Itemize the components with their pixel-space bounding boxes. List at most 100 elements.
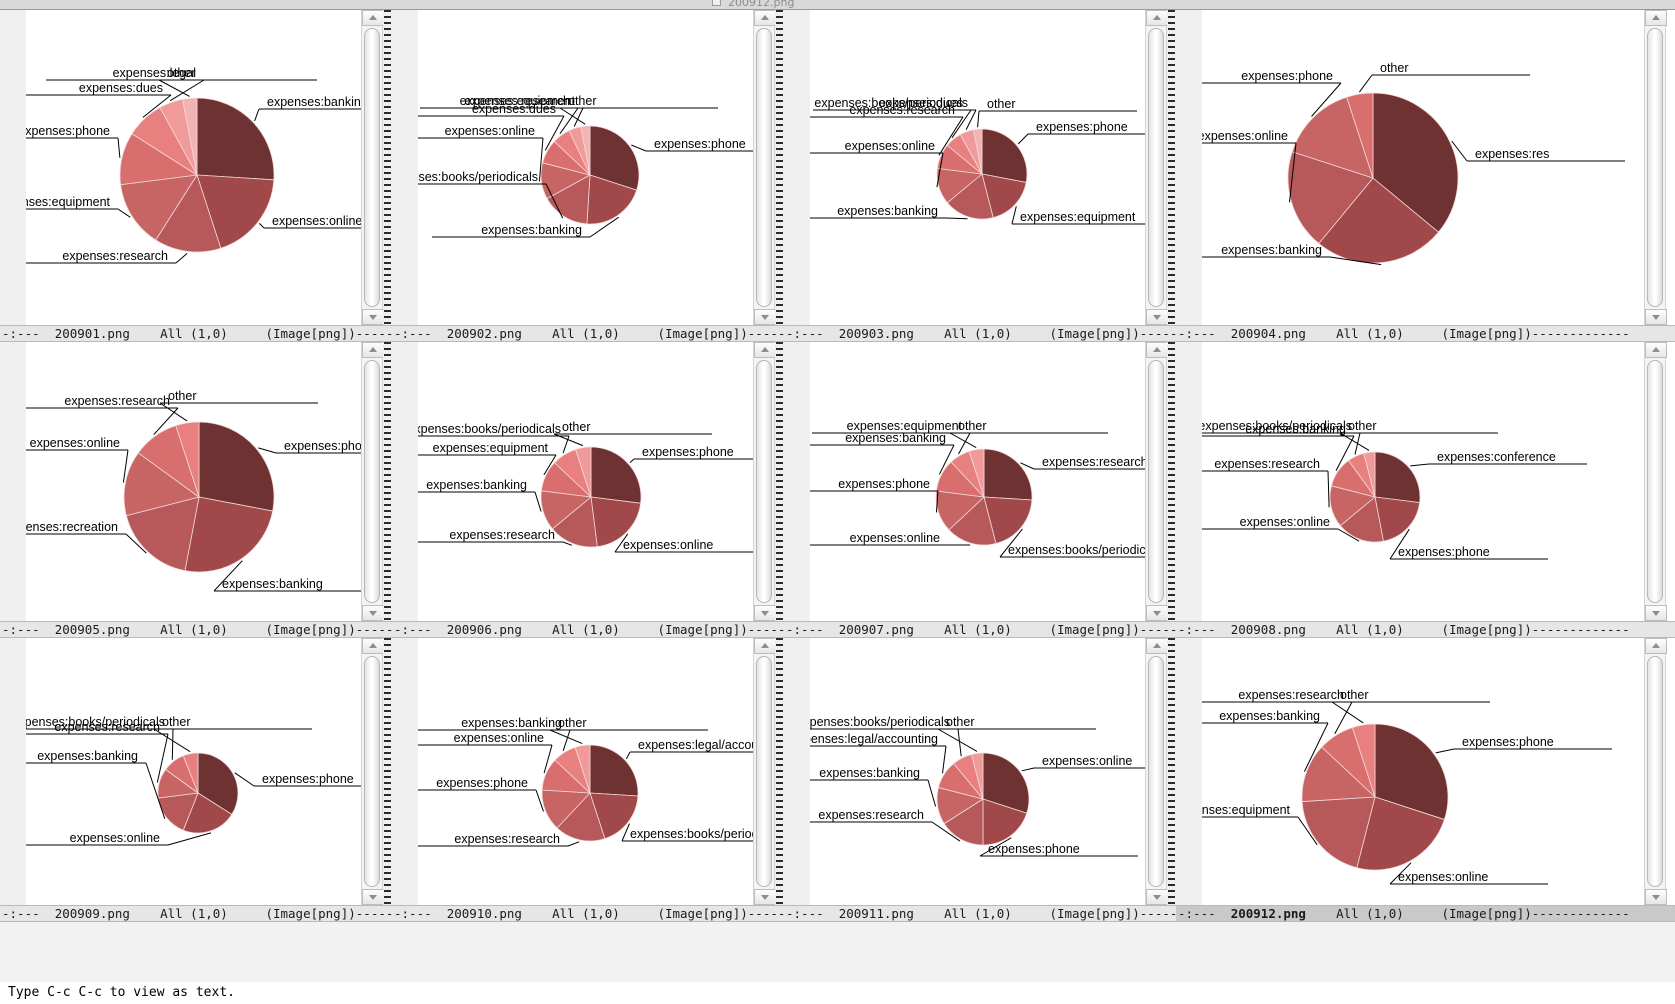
scroll-down-arrow-icon[interactable] (1645, 309, 1667, 325)
window-divider[interactable] (383, 638, 392, 905)
vertical-scrollbar[interactable] (361, 638, 384, 905)
window-divider[interactable] (1167, 638, 1176, 905)
scroll-down-arrow-icon[interactable] (362, 605, 384, 621)
scroll-up-arrow-icon[interactable] (1645, 638, 1667, 654)
leader-line (535, 789, 544, 812)
vertical-scrollbar[interactable] (1145, 10, 1168, 325)
emacs-window-p9[interactable]: expenses:phone expenses:online expenses:ba… (0, 638, 392, 922)
vertical-scrollbar[interactable] (1644, 638, 1667, 905)
image-canvas[interactable]: expenses:phone expenses:online expenses:re… (418, 342, 753, 621)
scroll-up-arrow-icon[interactable] (1146, 342, 1168, 358)
emacs-window-p8[interactable]: expenses:conference expenses:phone expense… (1176, 342, 1675, 638)
image-canvas[interactable]: expenses:phone expenses:equipment expenses… (810, 10, 1145, 325)
scroll-down-arrow-icon[interactable] (1645, 605, 1667, 621)
scroll-up-arrow-icon[interactable] (362, 638, 384, 654)
scroll-down-arrow-icon[interactable] (362, 309, 384, 325)
emacs-window-p12[interactable]: expenses:phone expenses:online xpenses:equ… (1176, 638, 1675, 922)
window-divider[interactable] (1167, 10, 1176, 325)
scroll-down-arrow-icon[interactable] (1146, 605, 1168, 621)
mode-line-p5[interactable]: -:--- 200905.png All (1,0) (Image[png])-… (0, 621, 392, 638)
emacs-window-p6[interactable]: expenses:phone expenses:online expenses:re… (392, 342, 784, 638)
scrollbar-thumb[interactable] (364, 28, 380, 307)
scroll-up-arrow-icon[interactable] (1146, 638, 1168, 654)
scrollbar-thumb[interactable] (1148, 656, 1164, 887)
scrollbar-thumb[interactable] (756, 28, 772, 307)
image-canvas[interactable]: expenses:research expenses:books/periodic… (810, 342, 1145, 621)
scrollbar-thumb[interactable] (1647, 28, 1663, 307)
image-canvas[interactable]: expenses:phone expenses:banking xpenses:re… (26, 342, 361, 621)
mode-line-p11[interactable]: -:--- 200911.png All (1,0) (Image[png])-… (784, 905, 1176, 922)
mode-line-p3[interactable]: -:--- 200903.png All (1,0) (Image[png])-… (784, 325, 1176, 342)
leader-line (142, 94, 172, 118)
emacs-window-p7[interactable]: expenses:research expenses:books/periodic… (784, 342, 1176, 638)
image-canvas[interactable]: expenses:online expenses:phone expenses:re… (810, 638, 1145, 905)
window-divider[interactable] (383, 10, 392, 325)
image-canvas[interactable]: expenses:phone expenses:online xpenses:equ… (1202, 638, 1644, 905)
scrollbar-thumb[interactable] (1647, 656, 1663, 887)
scroll-up-arrow-icon[interactable] (1645, 342, 1667, 358)
vertical-scrollbar[interactable] (753, 342, 776, 621)
image-canvas[interactable]: expenses:phone expenses:online expenses:ba… (26, 638, 361, 905)
window-divider[interactable] (383, 342, 392, 621)
emacs-window-p11[interactable]: expenses:online expenses:phone expenses:re… (784, 638, 1176, 922)
scrollbar-thumb[interactable] (1647, 360, 1663, 603)
scroll-down-arrow-icon[interactable] (754, 605, 776, 621)
image-canvas[interactable]: expenses:res expenses:banking expenses:onl… (1202, 10, 1644, 325)
pie-slice (973, 128, 983, 175)
scroll-up-arrow-icon[interactable] (754, 10, 776, 26)
window-divider[interactable] (1167, 342, 1176, 621)
vertical-scrollbar[interactable] (361, 342, 384, 621)
vertical-scrollbar[interactable] (361, 10, 384, 325)
scroll-down-arrow-icon[interactable] (1645, 889, 1667, 905)
mode-line-p8[interactable]: -:--- 200908.png All (1,0) (Image[png])-… (1176, 621, 1675, 638)
mode-line-p12[interactable]: -:--- 200912.png All (1,0) (Image[png])-… (1176, 905, 1675, 922)
vertical-scrollbar[interactable] (1644, 10, 1667, 325)
mode-line-p1[interactable]: -:--- 200901.png All (1,0) (Image[png])-… (0, 325, 392, 342)
pie-slice (1346, 92, 1374, 179)
window-divider[interactable] (775, 10, 784, 325)
scroll-down-arrow-icon[interactable] (362, 889, 384, 905)
scrollbar-thumb[interactable] (1148, 360, 1164, 603)
mode-line-p7[interactable]: -:--- 200907.png All (1,0) (Image[png])-… (784, 621, 1176, 638)
emacs-window-p5[interactable]: expenses:phone expenses:banking xpenses:re… (0, 342, 392, 638)
mode-line-p9[interactable]: -:--- 200909.png All (1,0) (Image[png])-… (0, 905, 392, 922)
mode-line-p2[interactable]: -:--- 200902.png All (1,0) (Image[png])-… (392, 325, 784, 342)
emacs-window-p10[interactable]: expenses:legal/accoun expenses:books/peri… (392, 638, 784, 922)
emacs-window-p2[interactable]: expenses:phone expenses:banking enses:book… (392, 10, 784, 342)
left-fringe (1176, 638, 1202, 922)
pie-slice-label: expenses:banking (222, 577, 323, 591)
scroll-down-arrow-icon[interactable] (1146, 309, 1168, 325)
scrollbar-thumb[interactable] (1148, 28, 1164, 307)
scrollbar-thumb[interactable] (364, 360, 380, 603)
scroll-up-arrow-icon[interactable] (754, 342, 776, 358)
image-canvas[interactable]: expenses:legal/accoun expenses:books/peri… (418, 638, 753, 905)
image-canvas[interactable]: expenses:phone expenses:banking enses:book… (418, 10, 753, 325)
vertical-scrollbar[interactable] (753, 638, 776, 905)
vertical-scrollbar[interactable] (1145, 638, 1168, 905)
emacs-window-p3[interactable]: expenses:phone expenses:equipment expenses… (784, 10, 1176, 342)
scroll-up-arrow-icon[interactable] (362, 342, 384, 358)
vertical-scrollbar[interactable] (1145, 342, 1168, 621)
scroll-up-arrow-icon[interactable] (1146, 10, 1168, 26)
left-fringe (784, 10, 810, 342)
vertical-scrollbar[interactable] (753, 10, 776, 325)
mode-line-p6[interactable]: -:--- 200906.png All (1,0) (Image[png])-… (392, 621, 784, 638)
scroll-down-arrow-icon[interactable] (754, 309, 776, 325)
scroll-down-arrow-icon[interactable] (1146, 889, 1168, 905)
vertical-scrollbar[interactable] (1644, 342, 1667, 621)
scrollbar-thumb[interactable] (756, 656, 772, 887)
emacs-window-p4[interactable]: expenses:res expenses:banking expenses:onl… (1176, 10, 1675, 342)
mode-line-p4[interactable]: -:--- 200904.png All (1,0) (Image[png])-… (1176, 325, 1675, 342)
window-divider[interactable] (775, 342, 784, 621)
scroll-up-arrow-icon[interactable] (754, 638, 776, 654)
scrollbar-thumb[interactable] (364, 656, 380, 887)
image-canvas[interactable]: expenses:conference expenses:phone expense… (1202, 342, 1644, 621)
image-canvas[interactable]: expenses:banking expenses:online expenses:… (26, 10, 361, 325)
scrollbar-thumb[interactable] (756, 360, 772, 603)
scroll-up-arrow-icon[interactable] (1645, 10, 1667, 26)
scroll-up-arrow-icon[interactable] (362, 10, 384, 26)
emacs-window-p1[interactable]: expenses:banking expenses:online expenses:… (0, 10, 392, 342)
window-divider[interactable] (775, 638, 784, 905)
mode-line-p10[interactable]: -:--- 200910.png All (1,0) (Image[png])-… (392, 905, 784, 922)
scroll-down-arrow-icon[interactable] (754, 889, 776, 905)
